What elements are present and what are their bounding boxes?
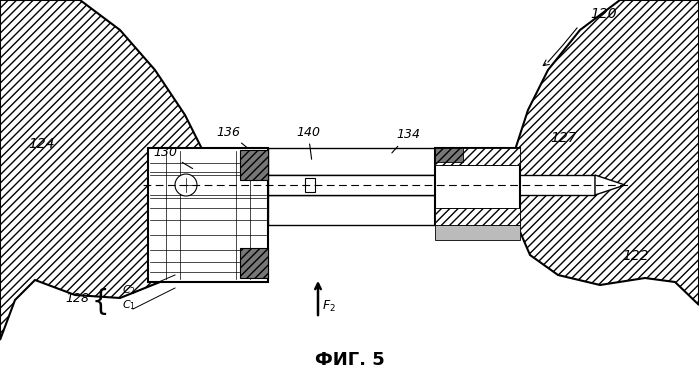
Text: 134: 134 xyxy=(392,129,420,153)
Polygon shape xyxy=(268,175,595,195)
Polygon shape xyxy=(435,208,520,225)
Polygon shape xyxy=(268,148,435,175)
Polygon shape xyxy=(435,148,520,225)
Polygon shape xyxy=(595,175,625,195)
Polygon shape xyxy=(435,148,463,162)
Polygon shape xyxy=(0,0,215,340)
Text: 120: 120 xyxy=(590,7,617,21)
Polygon shape xyxy=(305,178,315,192)
Text: 122: 122 xyxy=(622,249,649,263)
Polygon shape xyxy=(435,225,520,240)
Text: 130: 130 xyxy=(153,145,193,169)
Text: ФИГ. 5: ФИГ. 5 xyxy=(315,351,385,369)
Text: 124: 124 xyxy=(28,137,55,151)
Circle shape xyxy=(175,174,197,196)
Text: 136: 136 xyxy=(216,125,248,148)
Polygon shape xyxy=(435,148,520,165)
Text: 128: 128 xyxy=(65,292,89,305)
Polygon shape xyxy=(268,195,435,225)
Text: $F_2$: $F_2$ xyxy=(322,298,336,314)
Text: {: { xyxy=(91,288,109,316)
Polygon shape xyxy=(148,148,268,282)
Text: 127: 127 xyxy=(550,131,577,145)
Polygon shape xyxy=(510,0,699,305)
Text: 140: 140 xyxy=(296,125,320,159)
Polygon shape xyxy=(240,248,268,278)
Polygon shape xyxy=(240,150,268,180)
Text: $C_2$: $C_2$ xyxy=(122,283,136,297)
Text: $C_1$: $C_1$ xyxy=(122,298,136,312)
